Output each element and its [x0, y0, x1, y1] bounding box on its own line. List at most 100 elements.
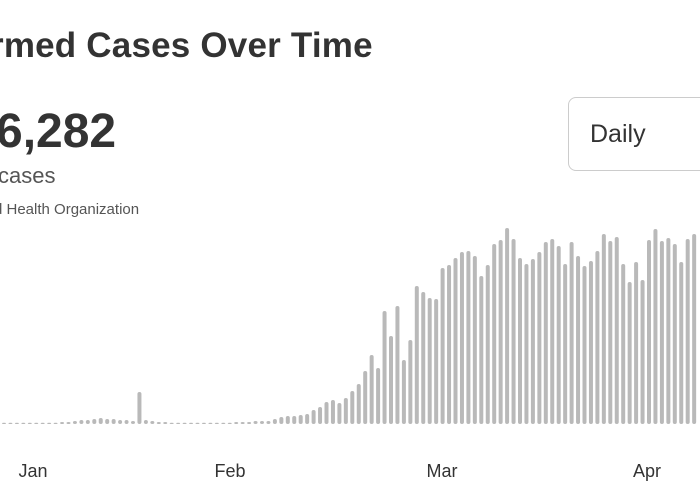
bar [47, 422, 52, 424]
total-cases-count: 6,282 [0, 105, 117, 158]
bar [582, 266, 587, 424]
bar [530, 259, 535, 424]
bar [479, 276, 484, 424]
x-tick-label: Feb [214, 461, 245, 481]
bar [498, 240, 503, 424]
bar [337, 403, 342, 424]
bar [666, 238, 671, 424]
bar [143, 420, 148, 424]
bar [324, 402, 329, 424]
x-tick-label: Apr [633, 461, 661, 481]
bar [221, 422, 226, 424]
bar [421, 292, 426, 424]
bar [195, 422, 200, 424]
bar [227, 422, 232, 424]
bar [253, 421, 258, 424]
bar [356, 384, 361, 424]
bar [131, 421, 135, 424]
bar [550, 239, 555, 424]
bar [60, 422, 65, 424]
bar [105, 419, 110, 424]
bar [376, 368, 381, 424]
bar [92, 419, 97, 424]
bar [72, 421, 77, 424]
bar [118, 420, 123, 424]
bar [492, 244, 497, 424]
bar [363, 371, 368, 424]
x-tick-label: Jan [18, 461, 47, 481]
bar [292, 416, 297, 424]
bar [608, 241, 613, 424]
bar [621, 264, 626, 424]
bar [634, 262, 639, 424]
bar [79, 420, 84, 424]
bar [563, 264, 568, 424]
bar [260, 421, 264, 424]
bar [569, 242, 574, 424]
bar [350, 391, 355, 424]
x-tick-label: Mar [427, 461, 458, 481]
bar [453, 258, 458, 424]
bar [21, 422, 26, 424]
bar [485, 265, 490, 424]
bar [27, 422, 32, 424]
bar [272, 419, 277, 424]
bar [505, 228, 510, 424]
frequency-dropdown-value: Daily [590, 120, 646, 148]
bar [401, 360, 406, 424]
bar [189, 422, 194, 424]
chart-title: rmed Cases Over Time [0, 26, 373, 65]
bar [614, 237, 619, 424]
bar [163, 422, 168, 424]
bar [214, 422, 219, 424]
bar [588, 261, 593, 424]
bar [156, 422, 161, 424]
bar [34, 422, 39, 424]
bar [343, 398, 348, 424]
bar [653, 229, 658, 424]
bar [408, 340, 413, 424]
bar [285, 416, 290, 424]
bar [679, 262, 684, 424]
bar [2, 422, 6, 424]
bar [305, 414, 310, 424]
bar [298, 415, 303, 424]
bar [440, 268, 445, 424]
bar [150, 421, 155, 424]
x-axis-ticks: Jan Feb Mar Apr [18, 461, 661, 481]
bar [53, 422, 58, 424]
bar [234, 422, 239, 424]
bar [627, 282, 632, 424]
total-cases-label: cases [0, 163, 56, 188]
bar [518, 258, 522, 424]
bar [311, 410, 316, 424]
bar [201, 422, 206, 424]
bar [266, 421, 271, 424]
bar [382, 311, 387, 424]
bar [447, 265, 452, 424]
bar [369, 355, 374, 424]
bar [543, 242, 548, 424]
bar [40, 422, 45, 424]
bar [111, 419, 116, 424]
bar [434, 299, 439, 424]
bar [208, 422, 213, 424]
bar [137, 392, 142, 424]
bar [85, 420, 90, 424]
bar [556, 246, 561, 424]
bar [176, 422, 181, 424]
bar [414, 286, 419, 424]
bar [182, 422, 187, 424]
bar [685, 239, 690, 424]
bar [14, 422, 19, 424]
frequency-dropdown[interactable]: Daily [568, 97, 700, 171]
bar [524, 264, 529, 424]
bar [427, 298, 432, 424]
bars-group [2, 228, 697, 424]
bar [647, 240, 651, 424]
bar [98, 418, 103, 424]
bar [279, 417, 284, 424]
bar [576, 256, 581, 424]
